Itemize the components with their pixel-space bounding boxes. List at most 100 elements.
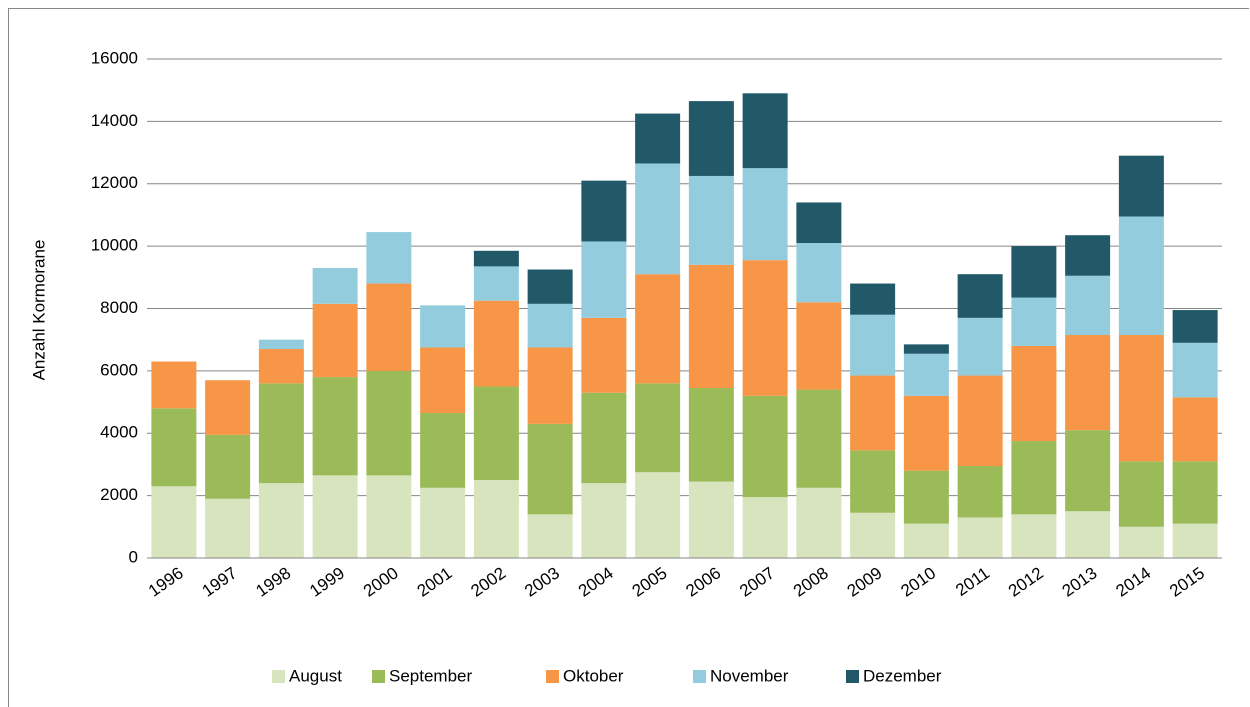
bar-segment [635,163,681,275]
bar-segment [903,523,949,558]
bar-segment [312,267,358,304]
bar-segment [420,305,466,348]
bar-segment [742,260,788,396]
x-tick-label: 2010 [897,563,939,600]
bar-segment [635,472,681,558]
x-tick-label: 2002 [467,563,509,600]
bar-segment [688,101,734,176]
bar-segment [1172,461,1218,524]
bar-segment [1172,397,1218,462]
bar-segment [1011,246,1057,298]
bar-segment [688,175,734,265]
bar-segment [1172,523,1218,558]
bar-segment [581,317,627,393]
x-tick-label: 1996 [145,563,187,600]
bar-segment [903,353,949,396]
bar-segment [903,395,949,471]
bar-segment [527,514,573,558]
bar-segment [957,465,1003,518]
bar-segment [957,317,1003,376]
bar-segment [527,269,573,304]
bar-segment [957,517,1003,558]
y-tick-label: 16000 [91,48,138,67]
x-tick-label: 1998 [252,563,294,600]
bar-segment [850,512,896,558]
x-tick-label: 2013 [1059,563,1101,600]
bar-segment [742,497,788,558]
bar-segment [205,434,251,499]
x-tick-label: 1997 [199,563,241,600]
legend-swatch [372,670,385,683]
bar-segment [473,266,519,301]
bar-segment [1118,155,1164,217]
bar-segment [473,300,519,387]
x-tick-label: 2009 [844,563,886,600]
y-tick-label: 6000 [100,360,138,379]
bar-segment [1065,335,1111,431]
legend-swatch [846,670,859,683]
bar-segment [850,450,896,513]
bar-segment [205,380,251,435]
bar-segment [742,395,788,498]
x-tick-label: 2006 [682,563,724,600]
bar-segment [1011,345,1057,442]
bar-segment [850,375,896,451]
bar-segment [527,347,573,424]
x-tick-label: 2001 [414,563,456,600]
bar-segment [366,283,412,371]
bar-segment [258,349,304,384]
legend-label: August [289,666,342,685]
x-tick-label: 2011 [952,563,993,600]
bar-segment [1172,310,1218,343]
bar-segment [312,475,358,558]
bar-segment [581,180,627,242]
bar-segment [1118,526,1164,558]
bar-segment [850,283,896,315]
bar-segment [366,232,412,284]
bar-segment [1172,342,1218,398]
bar-segment [581,483,627,558]
x-tick-label: 2005 [629,563,671,600]
bar-segment [1065,235,1111,276]
bar-segment [151,361,197,409]
bar-segment [312,303,358,378]
bar-segment [473,480,519,558]
bar-segment [1118,216,1164,336]
y-tick-label: 2000 [100,485,138,504]
legend-label: September [389,666,472,685]
bar-segment [688,481,734,558]
bar-segment [258,339,304,350]
bar-segment [258,483,304,558]
bar-segment [205,498,251,558]
bar-segment [1118,461,1164,527]
bar-segment [581,241,627,318]
y-axis-title: Anzahl Kormorane [29,240,48,381]
bar-segment [581,392,627,484]
bar-segment [312,377,358,476]
bar-segment [850,314,896,376]
bar-segment [903,470,949,524]
x-tick-label: 2014 [1112,563,1154,600]
bar-segment [366,370,412,476]
bar-segment [957,375,1003,466]
bar-segment [957,274,1003,318]
bar-segment [742,168,788,261]
bar-segment [903,344,949,354]
bar-segment [688,388,734,482]
legend-swatch [272,670,285,683]
bar-segment [688,264,734,389]
bar-segment [742,93,788,169]
bar-segment [420,412,466,488]
bar-segment [635,113,681,164]
legend-swatch [693,670,706,683]
bar-segment [1065,430,1111,512]
x-tick-label: 2003 [521,563,563,600]
bar-segment [796,487,842,558]
bar-segment [527,423,573,515]
bar-segment [1011,514,1057,558]
x-tick-label: 2015 [1166,563,1208,600]
legend-label: Oktober [563,666,624,685]
bar-segment [420,347,466,413]
x-tick-label: 2004 [575,563,617,600]
bar-segment [258,383,304,484]
